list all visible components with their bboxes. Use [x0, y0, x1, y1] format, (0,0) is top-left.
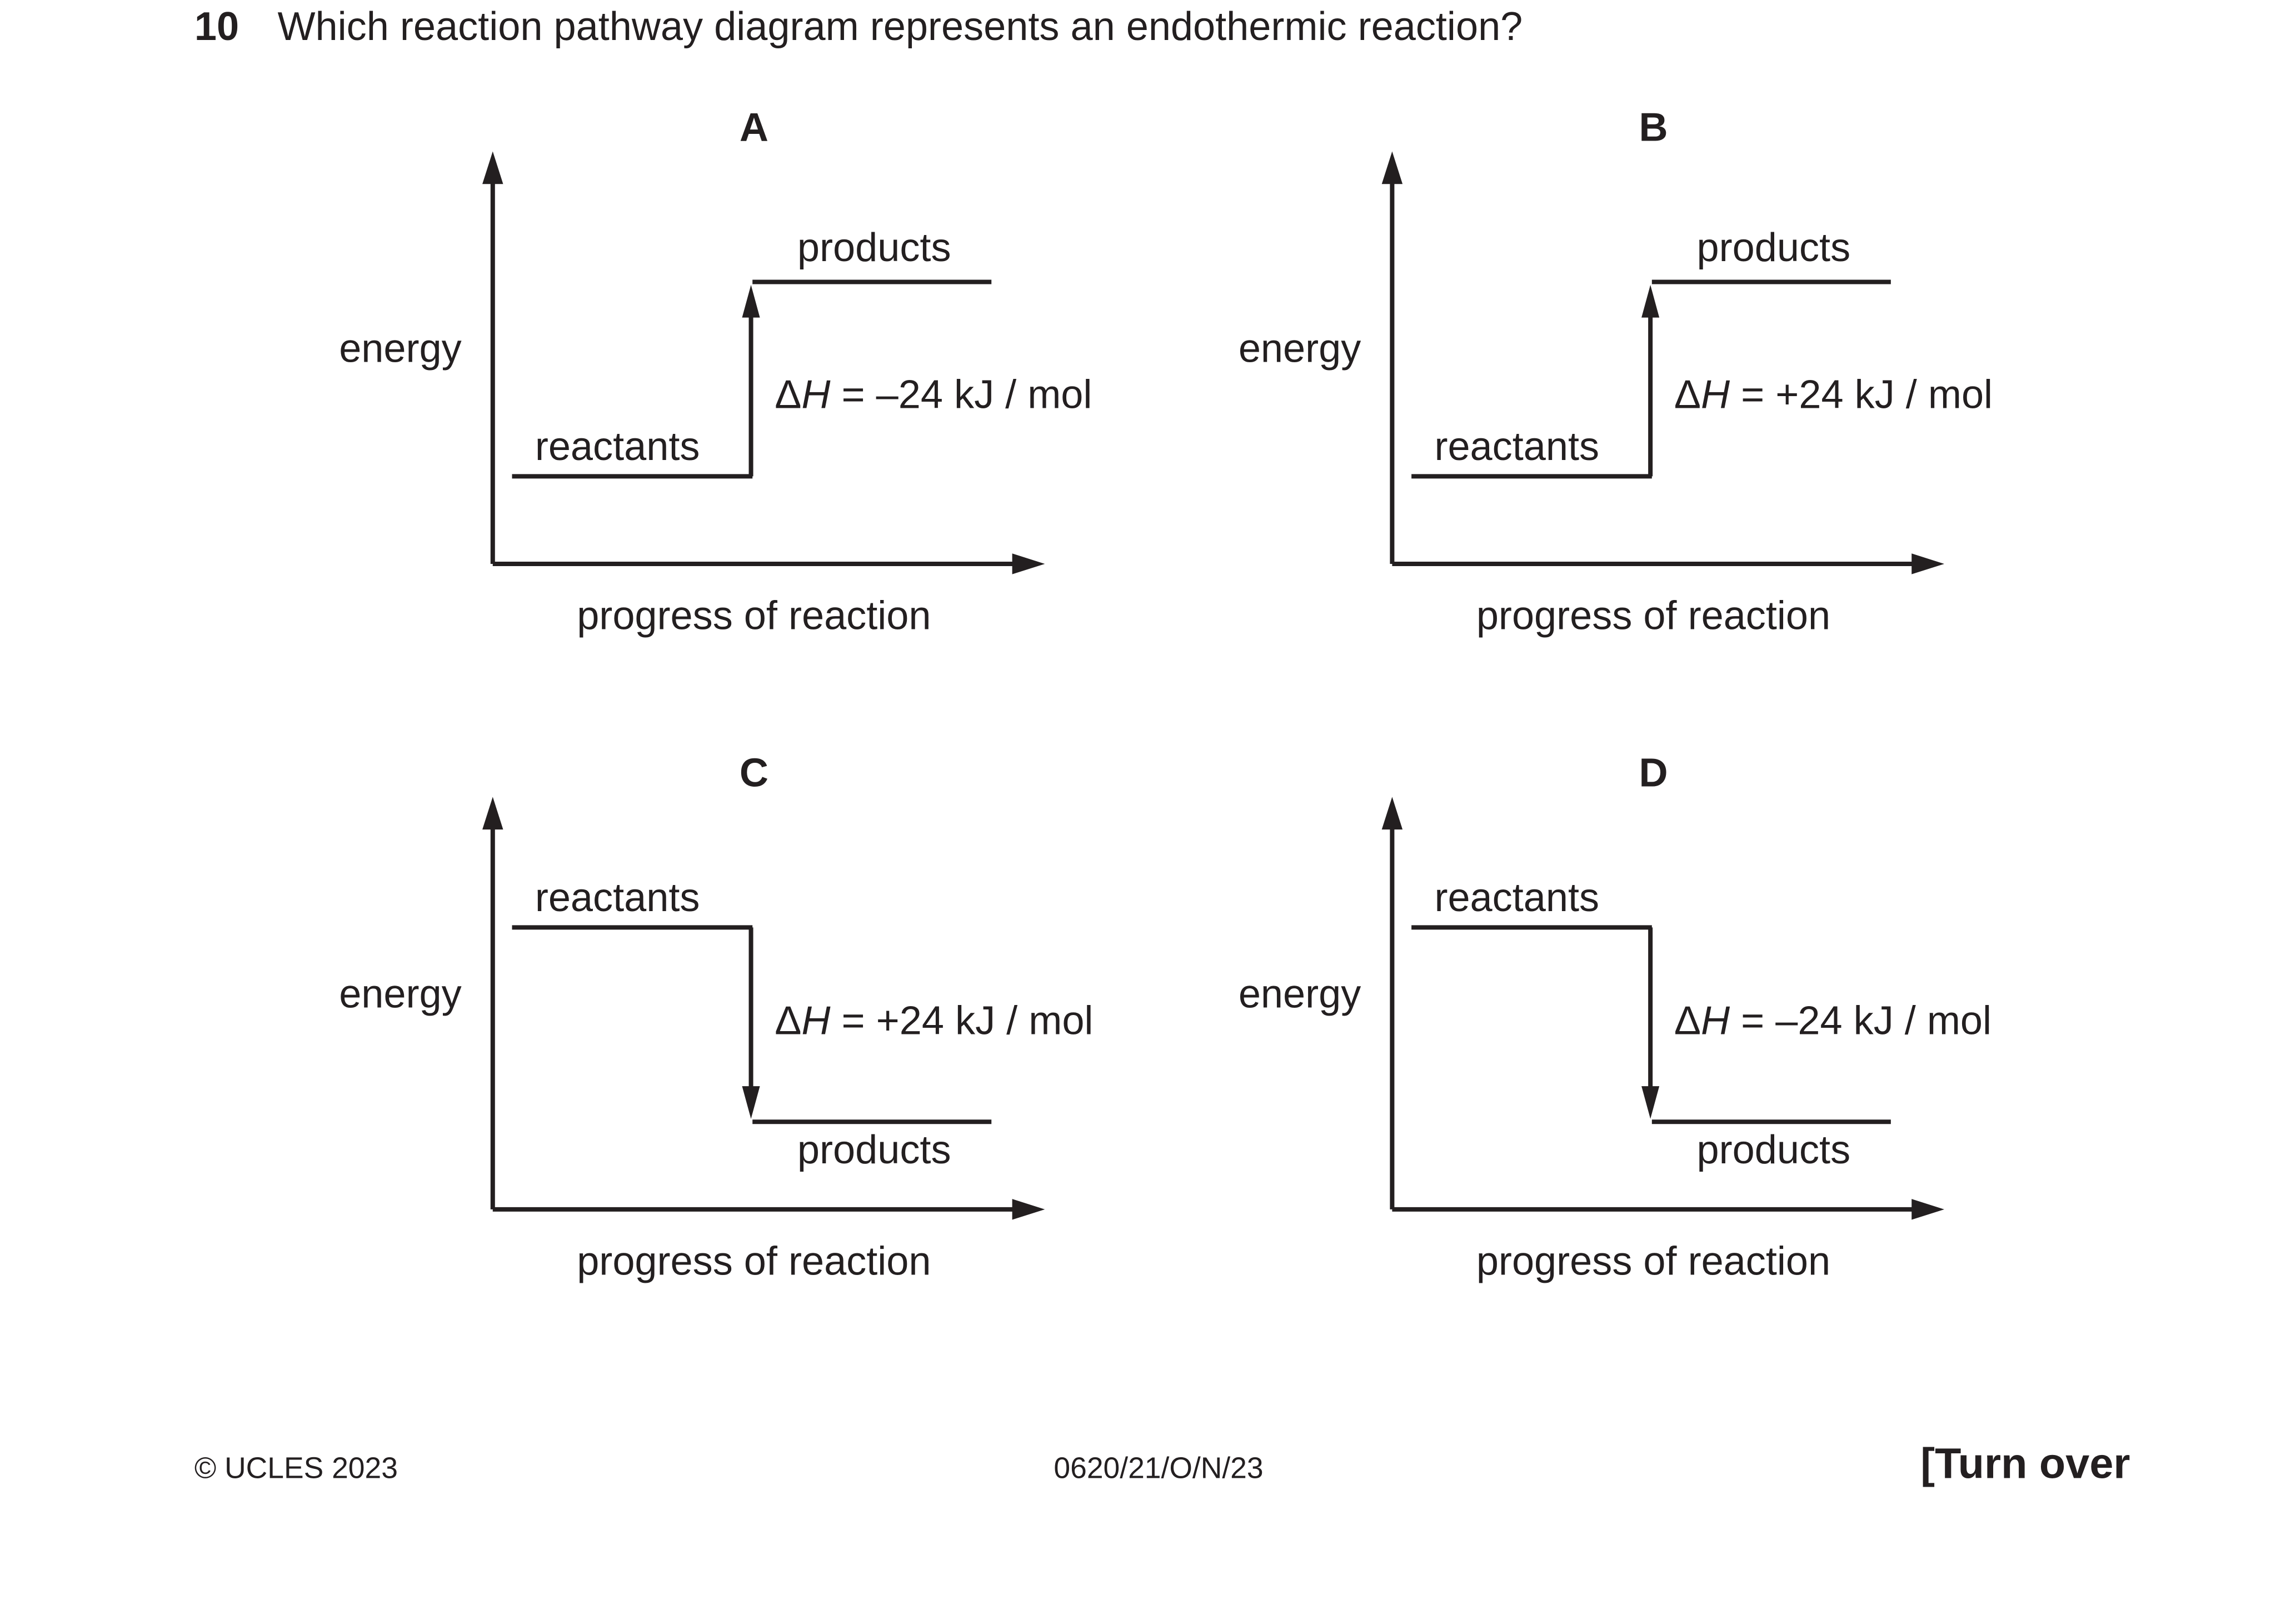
diagram-option-c: C energy progress of reaction reactants … — [339, 751, 1093, 1284]
question-text: Which reaction pathway diagram represent… — [277, 4, 1523, 49]
enthalpy-change-label: ΔH = –24 kJ / mol — [775, 373, 1092, 417]
y-axis-label: energy — [339, 972, 461, 1017]
products-label: products — [797, 226, 951, 270]
option-letter: C — [740, 751, 768, 796]
reactants-label: reactants — [535, 876, 700, 920]
diagram-option-b: B energy progress of reaction reactants … — [1239, 106, 1993, 638]
enthalpy-change-label: ΔH = +24 kJ / mol — [1674, 373, 1993, 417]
question-number: 10 — [194, 4, 239, 49]
copyright-notice: © UCLES 2023 — [194, 1452, 398, 1486]
turn-over-note: [Turn over — [1920, 1441, 2130, 1489]
paper-code: 0620/21/O/N/23 — [1054, 1452, 1264, 1486]
diagram-option-d: D energy progress of reaction reactants … — [1239, 751, 1991, 1284]
diagram-option-a: A energy progress of reaction reactants … — [339, 106, 1092, 638]
x-axis-label: progress of reaction — [577, 1239, 931, 1283]
y-axis-label: energy — [1239, 972, 1361, 1017]
x-axis-label: progress of reaction — [1476, 594, 1830, 638]
enthalpy-change-label: ΔH = +24 kJ / mol — [775, 999, 1093, 1043]
reactants-label: reactants — [1434, 876, 1599, 920]
reactants-label: reactants — [1434, 424, 1599, 469]
products-label: products — [1697, 226, 1851, 270]
option-letter: D — [1639, 751, 1668, 796]
y-axis-label: energy — [1239, 327, 1361, 371]
reactants-label: reactants — [535, 424, 700, 469]
x-axis-label: progress of reaction — [1476, 1239, 1830, 1283]
option-letter: B — [1639, 106, 1668, 150]
x-axis-label: progress of reaction — [577, 594, 931, 638]
y-axis-label: energy — [339, 327, 461, 371]
products-label: products — [797, 1128, 951, 1172]
enthalpy-change-label: ΔH = –24 kJ / mol — [1674, 999, 1991, 1043]
products-label: products — [1697, 1128, 1851, 1172]
option-letter: A — [740, 106, 768, 150]
